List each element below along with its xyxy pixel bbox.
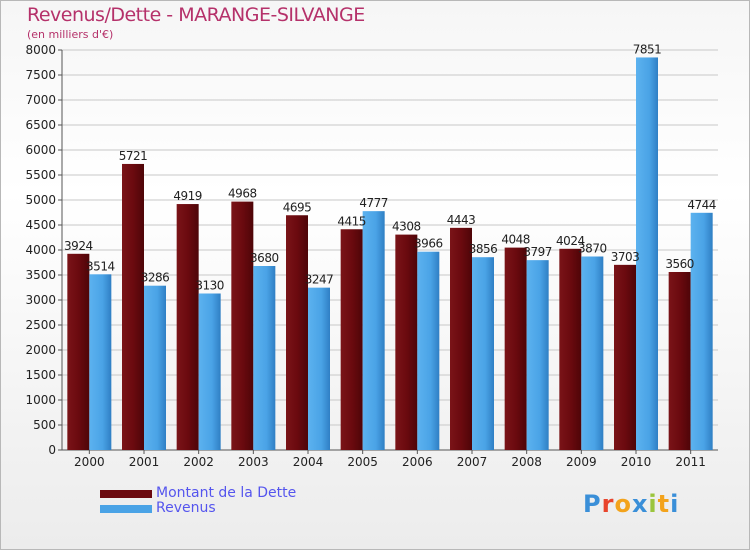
x-tick-label: 2008 — [511, 455, 542, 469]
bar-dette — [395, 234, 418, 450]
bar-revenus — [472, 257, 494, 450]
bars — [67, 57, 713, 450]
value-label: 3680 — [250, 251, 279, 265]
value-label: 4308 — [392, 220, 421, 234]
y-tick-label: 1000 — [25, 393, 56, 407]
bar-revenus — [253, 266, 276, 450]
value-label: 4777 — [359, 196, 388, 210]
bar-dette — [122, 163, 144, 450]
x-tick-label: 2001 — [129, 455, 160, 469]
y-tick-label: 5000 — [25, 193, 56, 207]
value-label: 3966 — [414, 237, 443, 251]
value-label: 3870 — [578, 242, 607, 256]
chart-title: Revenus/Dette - MARANGE-SILVANGE — [27, 4, 365, 26]
x-tick-label: 2000 — [74, 455, 105, 469]
x-tick-label: 2007 — [457, 455, 488, 469]
value-label: 3286 — [141, 271, 170, 285]
y-tick-label: 0 — [48, 443, 56, 457]
value-label: 4048 — [501, 233, 530, 247]
bar-revenus — [636, 57, 658, 450]
legend-swatch-dette — [100, 490, 152, 498]
y-tick-label: 3000 — [25, 293, 56, 307]
value-label: 4968 — [228, 187, 257, 201]
bar-dette — [450, 227, 472, 450]
bar-revenus — [89, 274, 112, 450]
bar-revenus — [198, 293, 221, 450]
grid — [62, 49, 718, 451]
y-tick-label: 4000 — [25, 243, 56, 257]
value-label: 3130 — [195, 279, 224, 293]
x-tick-label: 2009 — [566, 455, 597, 469]
bar-dette — [340, 229, 363, 450]
value-label: 7851 — [633, 42, 662, 56]
value-label: 4695 — [283, 200, 312, 214]
value-labels: 3924 3514 5721 3286 4919 3130 4968 3680 4695 3247… — [64, 42, 716, 292]
value-label: 3560 — [665, 257, 694, 271]
y-tick-label: 8000 — [25, 43, 56, 57]
y-tick-label: 500 — [33, 418, 56, 432]
y-tick-label: 5500 — [25, 168, 56, 182]
value-label: 4024 — [556, 234, 585, 248]
value-label: 4919 — [173, 189, 202, 203]
bar-dette — [286, 215, 308, 450]
y-tick-label: 2000 — [25, 343, 56, 357]
proxiti-logo: Proxiti — [583, 490, 680, 518]
y-tick-label: 4500 — [25, 218, 56, 232]
bar-dette — [504, 247, 527, 450]
value-label: 3924 — [64, 239, 93, 253]
value-label: 4415 — [337, 214, 366, 228]
bar-revenus — [417, 251, 440, 450]
value-label: 3703 — [611, 250, 640, 264]
x-tick-label: 2004 — [293, 455, 324, 469]
legend-label-dette: Montant de la Dette — [156, 485, 297, 501]
bar-dette — [559, 248, 582, 450]
bar-revenus — [690, 212, 713, 450]
y-tick-label: 6500 — [25, 118, 56, 132]
bar-dette — [614, 264, 636, 450]
x-tick-label: 2002 — [183, 455, 214, 469]
y-tick-label: 7500 — [25, 68, 56, 82]
bar-dette — [231, 201, 254, 450]
value-label: 4443 — [447, 213, 476, 227]
bar-dette — [668, 272, 691, 450]
chart-subtitle: (en milliers d'€) — [27, 28, 114, 41]
value-label: 3514 — [86, 259, 115, 273]
y-tick-label: 1500 — [25, 368, 56, 382]
value-label: 4744 — [687, 198, 716, 212]
legend-label-revenus: Revenus — [156, 500, 216, 516]
x-tick-label: 2010 — [621, 455, 652, 469]
bar-dette — [176, 204, 199, 450]
bar-revenus — [362, 211, 385, 450]
x-tick-label: 2011 — [675, 455, 706, 469]
x-tick-label: 2006 — [402, 455, 433, 469]
y-tick-label: 7000 — [25, 93, 56, 107]
value-label: 3797 — [523, 245, 552, 259]
value-label: 3247 — [305, 273, 334, 287]
bar-dette — [67, 253, 90, 450]
y-tick-label: 3500 — [25, 268, 56, 282]
y-tick-label: 6000 — [25, 143, 56, 157]
value-label: 3856 — [469, 242, 498, 256]
x-tick-label: 2003 — [238, 455, 269, 469]
bar-revenus — [581, 256, 604, 450]
x-tick-label: 2005 — [347, 455, 378, 469]
bar-revenus — [144, 285, 166, 450]
bar-revenus — [308, 287, 330, 450]
bar-revenus — [526, 260, 549, 450]
legend-swatch-revenus — [100, 505, 152, 513]
value-label: 5721 — [119, 149, 148, 163]
axes: 0 500 1000 1500 2000 2500 3000 3500 4000 4500 5000… — [25, 43, 718, 469]
y-tick-label: 2500 — [25, 318, 56, 332]
